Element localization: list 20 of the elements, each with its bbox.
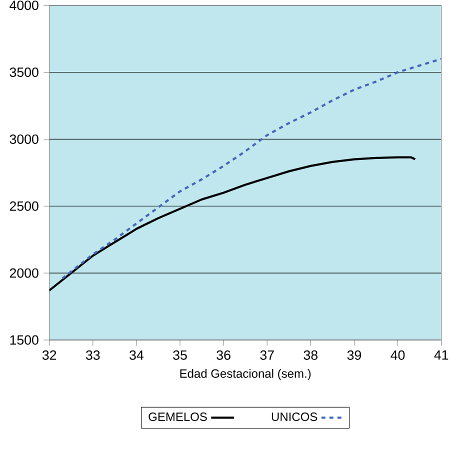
x-tick-label: 40 <box>390 350 405 360</box>
x-axis-title: Edad Gestacional (sem.) <box>180 368 311 380</box>
legend-label: UNICOS <box>272 412 318 422</box>
y-tick-label: 2000 <box>10 268 38 278</box>
x-tick-label: 41 <box>434 350 448 360</box>
x-tick-label: 33 <box>86 350 100 360</box>
x-tick-label: 32 <box>42 350 56 360</box>
x-tick-label: 34 <box>130 350 144 360</box>
x-tick-label: 36 <box>216 350 230 360</box>
x-tick-label: 35 <box>173 350 187 360</box>
y-tick-label: 4000 <box>10 0 38 10</box>
x-tick-label: 39 <box>347 350 362 360</box>
y-tick-label: 3500 <box>10 68 38 77</box>
legend-label: GEMELOS <box>148 412 207 422</box>
x-tick-label: 38 <box>304 350 318 360</box>
x-tick-label: 37 <box>260 350 274 360</box>
line-series <box>61 58 442 280</box>
y-tick-label: 1500 <box>10 335 38 345</box>
y-tick-label: 2500 <box>10 201 38 211</box>
y-tick-label: 3000 <box>10 134 38 144</box>
